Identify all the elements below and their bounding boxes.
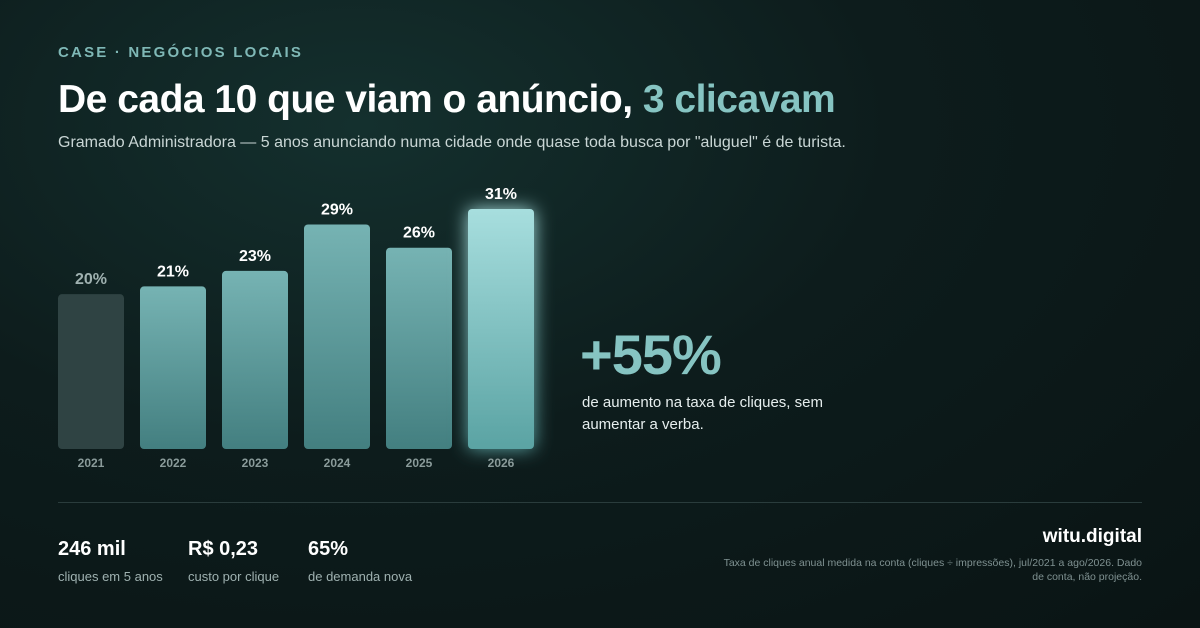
kpi-value: 246 mil (58, 538, 126, 560)
x-tick-2023: 2023 (242, 456, 269, 470)
brand-logo: witu.digital (1042, 526, 1142, 547)
x-tick-2024: 2024 (324, 456, 351, 470)
headline-accent: 3 clicavam (642, 78, 836, 121)
kpi-label: custo por clique (188, 569, 280, 584)
subtitle: Gramado Administradora — 5 anos anuncian… (58, 134, 846, 151)
x-tick-2026: 2026 (488, 456, 515, 470)
eyebrow: CASE · NEGÓCIOS LOCAIS (58, 44, 304, 61)
bar-2024 (304, 224, 370, 449)
data-label-2021: 20% (75, 271, 107, 288)
x-tick-2025: 2025 (406, 456, 433, 470)
headline-main: De cada 10 que viam o anúncio, (58, 78, 643, 121)
headline: De cada 10 que viam o anúncio, 3 clicava… (58, 78, 836, 122)
kpi-new-demand: 65% de demanda nova (308, 538, 412, 584)
data-label-2023: 23% (239, 248, 271, 265)
kpi-cpc: R$ 0,23 custo por clique (188, 538, 279, 584)
highlight-value: +55% (580, 323, 722, 386)
bars-group: 20% 2021 21% 2022 23% 2023 29% 2024 26% 2025 31% 20… (58, 186, 534, 470)
x-tick-2022: 2022 (160, 456, 187, 470)
bar-2023 (222, 270, 288, 449)
divider (58, 502, 1142, 503)
data-label-2022: 21% (157, 263, 189, 280)
kpi-value: R$ 0,23 (188, 538, 259, 560)
x-tick-2021: 2021 (78, 456, 105, 470)
bar-2025 (386, 247, 452, 449)
kpi-label: de demanda nova (308, 569, 413, 584)
bar-2021 (58, 294, 124, 449)
data-label-2024: 29% (321, 201, 353, 218)
kpi-value: 65% (308, 538, 349, 560)
bar-2022 (140, 286, 206, 449)
data-label-2026: 31% (485, 186, 517, 203)
source-note: Taxa de cliques anual medida na conta (c… (723, 557, 1142, 583)
bar-2026 (468, 209, 534, 449)
kpi-clicks: 246 mil cliques em 5 anos (58, 538, 163, 584)
highlight-description: de aumento na taxa de cliques, sem aumen… (582, 394, 823, 433)
kpi-label: cliques em 5 anos (58, 569, 163, 584)
data-label-2025: 26% (403, 225, 435, 242)
